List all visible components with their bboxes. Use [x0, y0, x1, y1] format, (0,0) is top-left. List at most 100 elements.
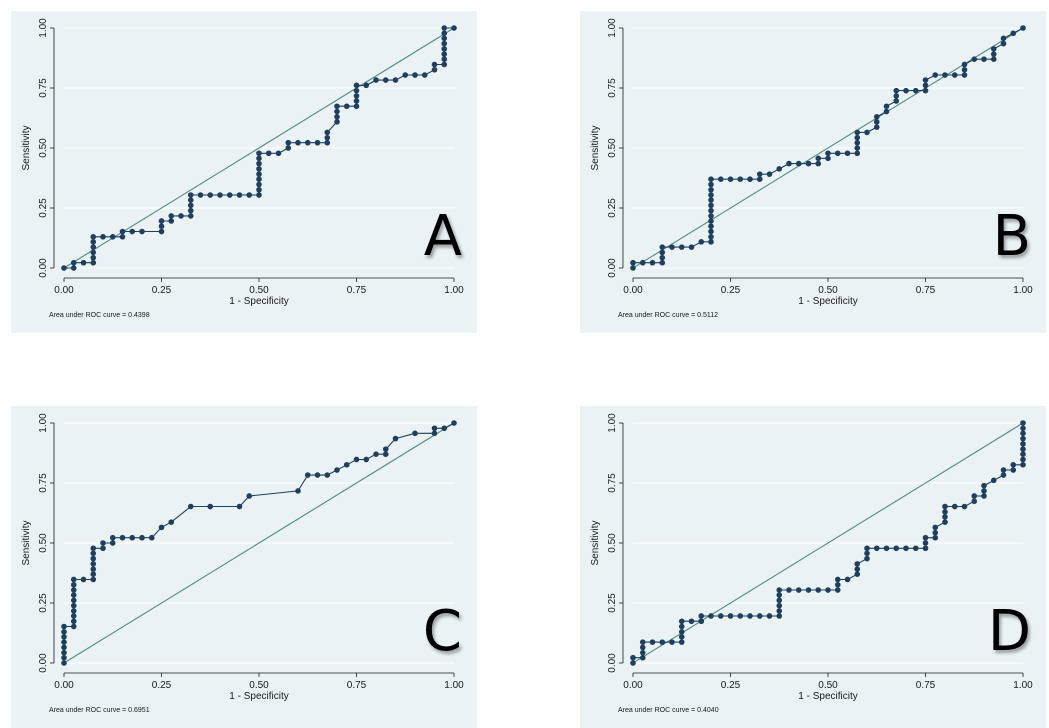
roc-point — [256, 186, 262, 193]
roc-point — [334, 114, 340, 120]
roc-point — [630, 259, 636, 266]
roc-point — [353, 82, 360, 89]
roc-point — [698, 613, 705, 619]
roc-point — [903, 87, 909, 94]
roc-point — [678, 634, 685, 640]
roc-point — [776, 597, 783, 604]
roc-point — [854, 139, 861, 146]
y-tick-label: 0.25 — [38, 593, 49, 613]
roc-point — [864, 129, 870, 136]
roc-point — [961, 503, 968, 510]
roc-point — [324, 134, 331, 141]
roc-point — [795, 160, 802, 167]
roc-point — [922, 534, 929, 541]
roc-point — [100, 540, 106, 546]
roc-point — [873, 114, 880, 120]
y-tick-label: 0.50 — [607, 533, 618, 553]
y-tick-label: 0.00 — [38, 653, 49, 673]
roc-point — [932, 524, 939, 531]
roc-point — [343, 461, 350, 468]
roc-point — [639, 259, 646, 266]
roc-point — [431, 66, 438, 73]
y-tick-label: 0.25 — [38, 198, 49, 218]
roc-point — [893, 87, 900, 94]
roc-point — [207, 503, 214, 510]
roc-point — [61, 623, 67, 630]
roc-point — [61, 654, 67, 661]
roc-point — [187, 192, 194, 198]
roc-point — [678, 623, 685, 630]
roc-point — [187, 202, 194, 209]
roc-point — [295, 488, 301, 494]
roc-point — [708, 228, 714, 235]
roc-point — [90, 254, 97, 261]
roc-point — [148, 534, 155, 541]
roc-point — [1010, 30, 1017, 37]
roc-point — [441, 25, 448, 31]
roc-point — [873, 545, 880, 552]
roc-point — [353, 103, 360, 110]
roc-point — [304, 472, 311, 478]
roc-point — [109, 534, 116, 541]
roc-point — [912, 545, 919, 552]
roc-point — [825, 155, 831, 162]
roc-point — [844, 150, 851, 157]
roc-point — [834, 576, 841, 583]
roc-point — [90, 545, 97, 552]
roc-point — [285, 145, 292, 151]
roc-point — [708, 181, 714, 188]
roc-panel-a: 0.00 0.25 0.50 0.75 1.00 0.00 0.25 0.50 0.75 1.00… — [11, 11, 477, 333]
y-tick-label: 1.00 — [38, 18, 49, 38]
roc-point — [864, 545, 870, 552]
x-tick-label: 0.25 — [152, 285, 172, 296]
roc-point — [678, 629, 685, 635]
roc-point — [756, 176, 763, 182]
x-axis-title: 1 - Specificity — [798, 296, 857, 307]
roc-point — [187, 503, 194, 510]
roc-point — [737, 613, 744, 619]
roc-point — [70, 576, 77, 583]
roc-point — [727, 613, 734, 619]
roc-point — [451, 420, 457, 426]
y-tick-label: 0.75 — [607, 473, 618, 493]
x-tick-label: 0.50 — [818, 680, 838, 691]
roc-point — [70, 608, 77, 614]
roc-point — [275, 150, 282, 157]
roc-point — [246, 493, 253, 499]
roc-point — [1020, 25, 1026, 31]
roc-point — [70, 602, 77, 609]
roc-point — [932, 529, 939, 536]
x-tick-label: 1.00 — [1013, 285, 1033, 296]
roc-point — [256, 171, 262, 177]
roc-point — [903, 545, 909, 552]
roc-point — [922, 545, 929, 552]
roc-point — [90, 576, 97, 583]
roc-point — [90, 259, 97, 266]
roc-point — [1020, 456, 1026, 463]
roc-point — [1000, 467, 1007, 473]
roc-point — [854, 566, 861, 572]
roc-point — [786, 587, 792, 593]
roc-point — [825, 150, 831, 157]
roc-point — [70, 265, 77, 271]
roc-point — [776, 592, 783, 598]
roc-point — [630, 265, 636, 271]
roc-point — [708, 192, 714, 198]
roc-point — [90, 550, 97, 557]
roc-point — [187, 207, 194, 214]
roc-point — [1020, 451, 1026, 457]
roc-point — [708, 207, 714, 214]
roc-point — [226, 192, 233, 198]
roc-point — [942, 519, 948, 525]
x-tick-label: 0.00 — [54, 680, 74, 691]
y-tick-label: 0.75 — [607, 78, 618, 98]
roc-point — [981, 488, 987, 494]
roc-point — [256, 176, 262, 182]
roc-point — [815, 160, 822, 167]
roc-point — [70, 597, 77, 604]
roc-point — [717, 613, 724, 619]
roc-point — [951, 72, 958, 78]
roc-point — [187, 197, 194, 203]
roc-point — [109, 540, 116, 546]
y-axis-title: Sensitivity — [21, 520, 32, 565]
